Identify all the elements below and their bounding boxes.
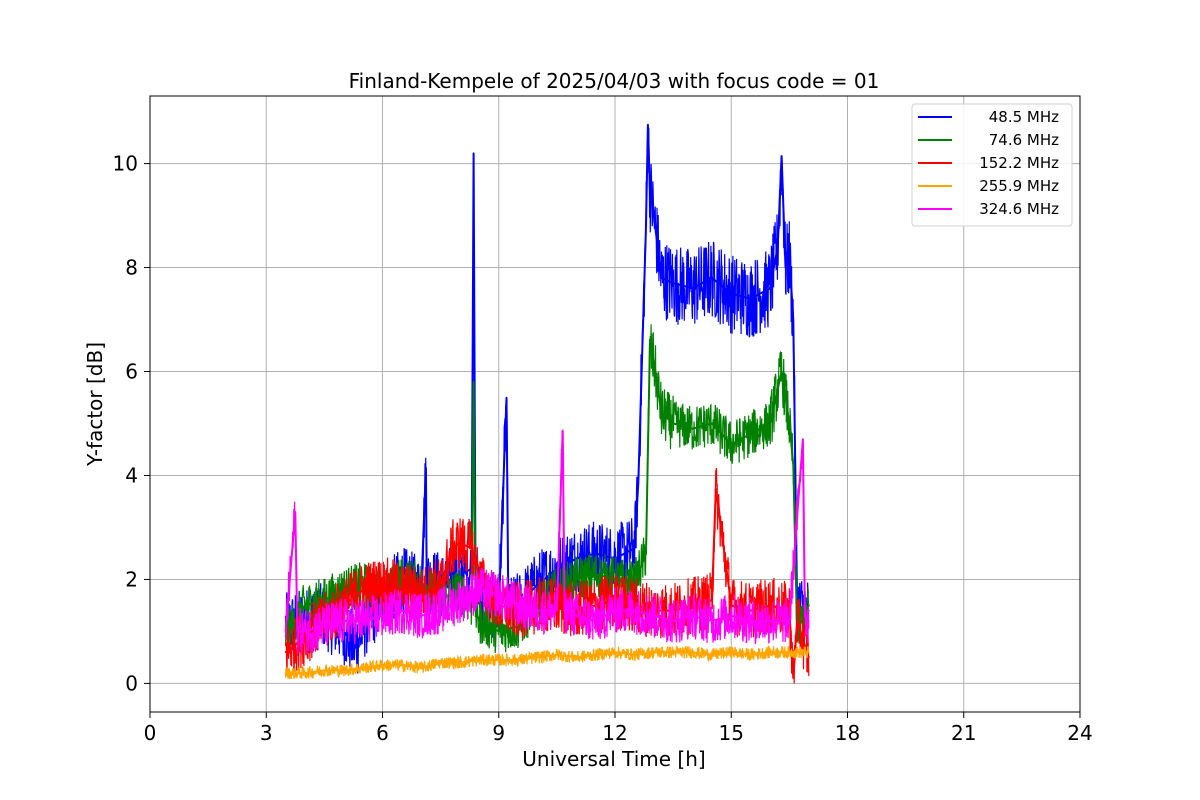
legend-item: 255.9 MHz bbox=[918, 177, 1059, 195]
x-tick-label: 6 bbox=[376, 721, 389, 745]
x-tick-label: 21 bbox=[951, 721, 976, 745]
grid bbox=[149, 96, 1081, 712]
legend-label: 48.5 MHz bbox=[989, 108, 1059, 126]
y-tick-label: 2 bbox=[125, 567, 138, 591]
legend-label: 324.6 MHz bbox=[979, 200, 1059, 218]
y-axis-label: Y-factor [dB] bbox=[83, 342, 107, 467]
chart-title: Finland-Kempele of 2025/04/03 with focus… bbox=[349, 69, 880, 93]
legend-item: 74.6 MHz bbox=[918, 131, 1059, 149]
series-3 bbox=[284, 644, 810, 680]
y-axis: 0 2 4 6 8 10 bbox=[113, 152, 150, 695]
y-tick-label: 6 bbox=[125, 360, 138, 384]
legend-item: 324.6 MHz bbox=[918, 200, 1059, 218]
legend: 48.5 MHz 74.6 MHz 152.2 MHz 255.9 MHz 324.6 … bbox=[911, 103, 1073, 227]
legend-label: 74.6 MHz bbox=[989, 131, 1059, 149]
series-line bbox=[285, 429, 810, 655]
x-tick-label: 0 bbox=[144, 721, 157, 745]
x-axis-label: Universal Time [h] bbox=[522, 747, 705, 771]
x-tick-label: 3 bbox=[260, 721, 273, 745]
x-tick-label: 15 bbox=[719, 721, 744, 745]
legend-label: 255.9 MHz bbox=[979, 177, 1059, 195]
plot-series bbox=[284, 123, 810, 684]
x-tick-label: 18 bbox=[835, 721, 860, 745]
x-tick-label: 24 bbox=[1067, 721, 1092, 745]
x-tick-label: 9 bbox=[492, 721, 505, 745]
legend-item: 48.5 MHz bbox=[918, 108, 1059, 126]
series-anchor-line bbox=[285, 651, 809, 674]
legend-item: 152.2 MHz bbox=[918, 154, 1059, 172]
y-tick-label: 0 bbox=[125, 671, 138, 695]
y-tick-label: 4 bbox=[125, 463, 138, 487]
x-axis: 0 3 6 9 12 15 18 21 24 bbox=[144, 712, 1093, 745]
x-tick-label: 12 bbox=[602, 721, 627, 745]
y-tick-label: 8 bbox=[125, 256, 138, 280]
series-line bbox=[285, 644, 810, 680]
series-line bbox=[285, 467, 810, 684]
legend-label: 152.2 MHz bbox=[979, 154, 1059, 172]
series-anchor-line bbox=[284, 431, 810, 633]
y-tick-label: 10 bbox=[113, 152, 138, 176]
legend-frame bbox=[911, 103, 1073, 227]
series-4 bbox=[284, 429, 810, 655]
